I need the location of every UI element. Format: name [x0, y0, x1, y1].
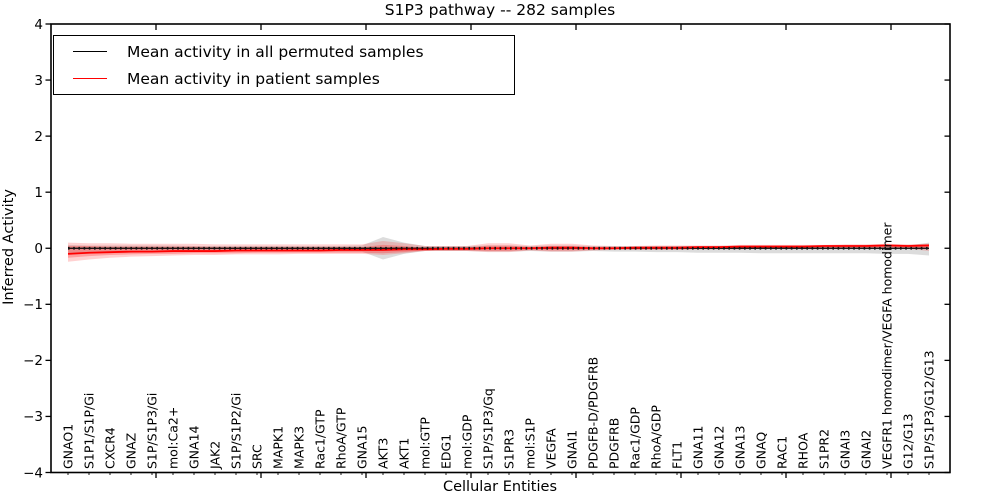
entity-label: Rac1/GDP: [628, 407, 643, 469]
legend-box: Mean activity in all permuted samples Me…: [53, 35, 515, 95]
entity-label: RhoA/GDP: [649, 405, 664, 469]
legend-label-patient: Mean activity in patient samples: [127, 69, 380, 88]
entity-label: AKT3: [376, 438, 391, 469]
entity-label: GNAI1: [565, 430, 580, 469]
entity-label: GNA15: [355, 426, 370, 470]
y-axis-label: Inferred Activity: [1, 189, 17, 305]
entity-label: EDG1: [439, 434, 454, 469]
entity-label: S1PR3: [502, 429, 517, 469]
entity-label: G12/G13: [901, 414, 916, 469]
y-tick-label: −2: [23, 353, 43, 369]
y-tick-label: −3: [23, 409, 43, 425]
entity-label: S1P1/S1P/Gi: [82, 393, 97, 469]
y-tick-label: 3: [34, 73, 43, 89]
entity-label: mol:Ca2+: [166, 407, 181, 469]
entity-label: VEGFA: [544, 428, 559, 469]
entity-label: GNA13: [733, 426, 748, 470]
entity-label: GNA12: [712, 426, 727, 470]
entity-label: GNAI3: [838, 430, 853, 469]
entity-label: MAPK3: [292, 426, 307, 469]
entity-label: SRC: [250, 444, 265, 469]
entity-label: JAK2: [208, 441, 223, 470]
entity-label: RHOA: [796, 432, 811, 469]
entity-label: PDGFRB: [607, 418, 622, 469]
y-tick-label: −4: [23, 465, 43, 481]
y-tick-label: 0: [34, 241, 43, 257]
legend-entry-patient: Mean activity in patient samples: [54, 66, 514, 92]
entity-label: GNAO1: [61, 424, 76, 469]
entity-label: mol:GDP: [460, 414, 475, 469]
entity-label: S1P/S1P3/G12/G13: [922, 350, 937, 469]
y-tick-label: 4: [34, 17, 43, 33]
entity-label: S1P/S1P2/Gi: [229, 393, 244, 469]
y-tick-label: 2: [34, 129, 43, 145]
patient-samples-range-outer-band: [68, 240, 929, 262]
legend-label-permuted: Mean activity in all permuted samples: [127, 42, 424, 61]
entity-label: GNAQ: [754, 432, 769, 469]
entity-label: GNAZ: [124, 433, 139, 469]
entity-label: mol:S1P: [523, 418, 538, 469]
y-tick-label: −1: [23, 297, 43, 313]
patient-line-swatch: [73, 78, 107, 79]
legend-entry-permuted: Mean activity in all permuted samples: [54, 39, 514, 65]
chart-title: S1P3 pathway -- 282 samples: [384, 1, 616, 19]
entity-label: GNA14: [187, 425, 202, 469]
entity-label: S1PR2: [817, 429, 832, 469]
permuted-line-swatch: [73, 51, 107, 52]
x-axis-label: Cellular Entities: [442, 479, 558, 495]
entity-label: S1P/S1P3/Gi: [145, 393, 160, 469]
entity-label: GNA11: [691, 426, 706, 470]
entity-label: RAC1: [775, 436, 790, 469]
patient-mean-line: [67, 244, 930, 255]
entity-label: mol:GTP: [418, 417, 433, 469]
entity-label: CXCR4: [103, 427, 118, 469]
entity-label: AKT1: [397, 438, 412, 469]
y-tick-label: 1: [34, 185, 43, 201]
entity-label: MAPK1: [271, 426, 286, 469]
entity-label: Rac1/GTP: [313, 409, 328, 469]
entity-label: RhoA/GTP: [334, 407, 349, 469]
entity-label: VEGFR1 homodimer/VEGFA homodimer: [880, 222, 895, 469]
entity-label: PDGFB-D/PDGFRB: [586, 357, 601, 469]
entity-label: S1P/S1P3/Gq: [481, 388, 496, 469]
entity-label: GNAI2: [859, 430, 874, 469]
entity-label: FLT1: [670, 441, 685, 469]
